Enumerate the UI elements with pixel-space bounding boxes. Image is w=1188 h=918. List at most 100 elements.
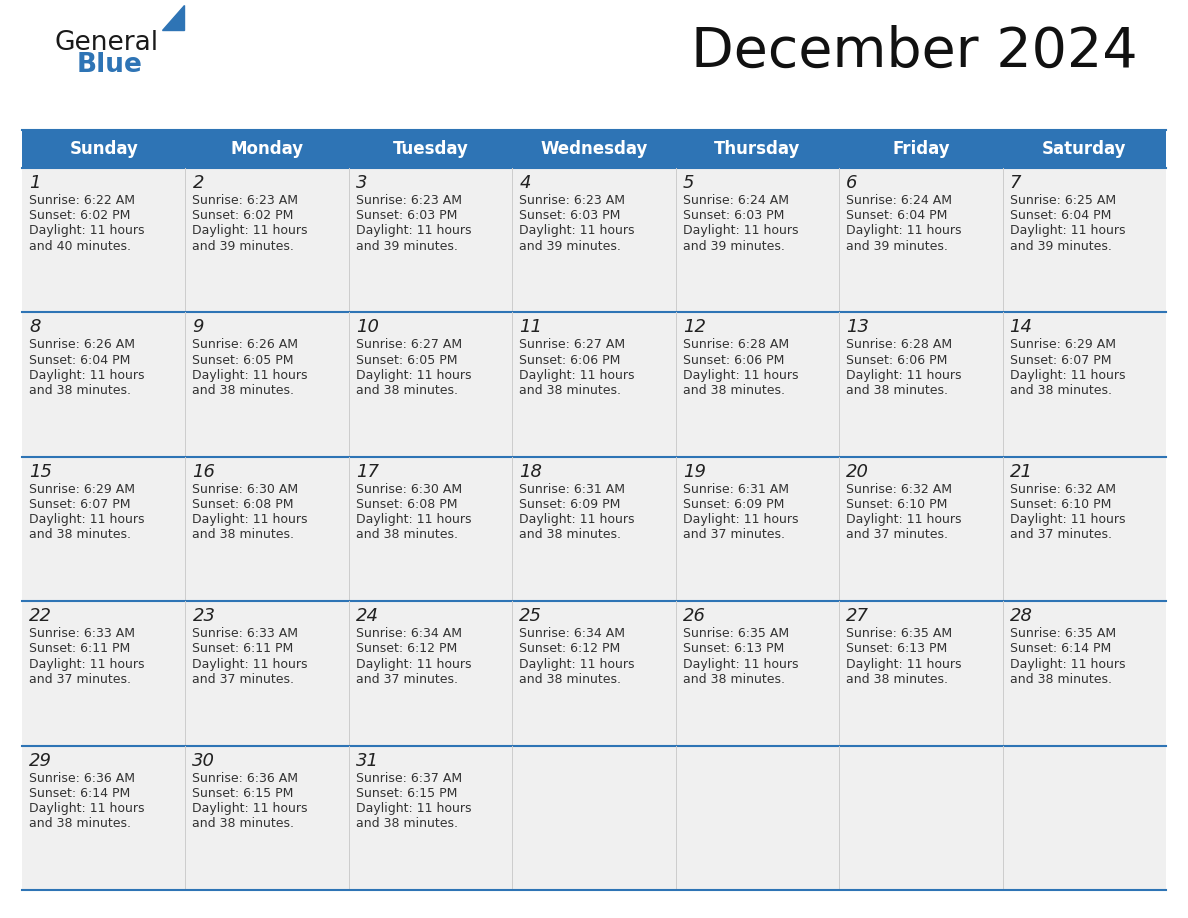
Text: Daylight: 11 hours: Daylight: 11 hours bbox=[356, 802, 472, 815]
Text: 28: 28 bbox=[1010, 607, 1032, 625]
Text: Monday: Monday bbox=[230, 140, 304, 158]
Text: Daylight: 11 hours: Daylight: 11 hours bbox=[192, 657, 308, 671]
Text: Daylight: 11 hours: Daylight: 11 hours bbox=[846, 224, 961, 238]
Text: and 38 minutes.: and 38 minutes. bbox=[519, 384, 621, 397]
Text: Sunset: 6:07 PM: Sunset: 6:07 PM bbox=[29, 498, 131, 511]
Text: Sunset: 6:08 PM: Sunset: 6:08 PM bbox=[192, 498, 293, 511]
Text: and 39 minutes.: and 39 minutes. bbox=[683, 240, 784, 252]
Text: Blue: Blue bbox=[77, 52, 143, 78]
Text: Sunset: 6:09 PM: Sunset: 6:09 PM bbox=[683, 498, 784, 511]
Text: and 38 minutes.: and 38 minutes. bbox=[683, 673, 785, 686]
Text: 6: 6 bbox=[846, 174, 858, 192]
Text: 25: 25 bbox=[519, 607, 542, 625]
Text: Daylight: 11 hours: Daylight: 11 hours bbox=[683, 224, 798, 238]
Text: Wednesday: Wednesday bbox=[541, 140, 647, 158]
Text: Sunset: 6:02 PM: Sunset: 6:02 PM bbox=[29, 209, 131, 222]
Text: Sunrise: 6:23 AM: Sunrise: 6:23 AM bbox=[519, 194, 625, 207]
Text: Daylight: 11 hours: Daylight: 11 hours bbox=[519, 513, 634, 526]
Text: Sunset: 6:02 PM: Sunset: 6:02 PM bbox=[192, 209, 293, 222]
Text: 22: 22 bbox=[29, 607, 52, 625]
Text: and 38 minutes.: and 38 minutes. bbox=[29, 817, 131, 830]
Text: Saturday: Saturday bbox=[1042, 140, 1126, 158]
Text: 15: 15 bbox=[29, 463, 52, 481]
Text: Sunrise: 6:37 AM: Sunrise: 6:37 AM bbox=[356, 772, 462, 785]
Text: Sunrise: 6:26 AM: Sunrise: 6:26 AM bbox=[29, 339, 135, 352]
Text: Daylight: 11 hours: Daylight: 11 hours bbox=[29, 657, 145, 671]
Text: 12: 12 bbox=[683, 319, 706, 336]
Text: 20: 20 bbox=[846, 463, 870, 481]
Text: December 2024: December 2024 bbox=[691, 25, 1138, 79]
Text: Daylight: 11 hours: Daylight: 11 hours bbox=[356, 224, 472, 238]
Text: Daylight: 11 hours: Daylight: 11 hours bbox=[519, 224, 634, 238]
Text: Sunrise: 6:31 AM: Sunrise: 6:31 AM bbox=[519, 483, 625, 496]
Text: 10: 10 bbox=[356, 319, 379, 336]
Text: Sunrise: 6:30 AM: Sunrise: 6:30 AM bbox=[356, 483, 462, 496]
Text: 18: 18 bbox=[519, 463, 542, 481]
Text: Daylight: 11 hours: Daylight: 11 hours bbox=[846, 513, 961, 526]
Text: 17: 17 bbox=[356, 463, 379, 481]
Text: Sunrise: 6:28 AM: Sunrise: 6:28 AM bbox=[683, 339, 789, 352]
Text: Sunset: 6:04 PM: Sunset: 6:04 PM bbox=[1010, 209, 1111, 222]
Text: Sunset: 6:08 PM: Sunset: 6:08 PM bbox=[356, 498, 457, 511]
Text: 16: 16 bbox=[192, 463, 215, 481]
Text: Sunrise: 6:35 AM: Sunrise: 6:35 AM bbox=[1010, 627, 1116, 640]
Polygon shape bbox=[162, 5, 184, 30]
Text: Sunset: 6:09 PM: Sunset: 6:09 PM bbox=[519, 498, 620, 511]
Text: 1: 1 bbox=[29, 174, 40, 192]
Text: and 39 minutes.: and 39 minutes. bbox=[356, 240, 457, 252]
Text: and 38 minutes.: and 38 minutes. bbox=[356, 817, 457, 830]
Bar bbox=[23, 745, 1165, 890]
Text: Sunset: 6:06 PM: Sunset: 6:06 PM bbox=[683, 353, 784, 366]
Text: Daylight: 11 hours: Daylight: 11 hours bbox=[356, 513, 472, 526]
Text: 29: 29 bbox=[29, 752, 52, 769]
Text: and 37 minutes.: and 37 minutes. bbox=[1010, 529, 1112, 542]
Text: and 38 minutes.: and 38 minutes. bbox=[356, 529, 457, 542]
Text: Sunrise: 6:30 AM: Sunrise: 6:30 AM bbox=[192, 483, 298, 496]
Text: and 37 minutes.: and 37 minutes. bbox=[846, 529, 948, 542]
Text: and 37 minutes.: and 37 minutes. bbox=[192, 673, 295, 686]
Text: Sunset: 6:13 PM: Sunset: 6:13 PM bbox=[683, 643, 784, 655]
Text: Sunset: 6:04 PM: Sunset: 6:04 PM bbox=[29, 353, 131, 366]
Text: and 37 minutes.: and 37 minutes. bbox=[29, 673, 131, 686]
Text: and 38 minutes.: and 38 minutes. bbox=[192, 817, 295, 830]
Text: Sunset: 6:10 PM: Sunset: 6:10 PM bbox=[1010, 498, 1111, 511]
Text: 7: 7 bbox=[1010, 174, 1020, 192]
Text: General: General bbox=[55, 30, 159, 56]
Text: Sunset: 6:13 PM: Sunset: 6:13 PM bbox=[846, 643, 947, 655]
Text: Tuesday: Tuesday bbox=[392, 140, 468, 158]
Text: Daylight: 11 hours: Daylight: 11 hours bbox=[356, 369, 472, 382]
Text: Sunset: 6:05 PM: Sunset: 6:05 PM bbox=[192, 353, 293, 366]
Text: Sunrise: 6:23 AM: Sunrise: 6:23 AM bbox=[356, 194, 462, 207]
Text: Sunrise: 6:34 AM: Sunrise: 6:34 AM bbox=[356, 627, 462, 640]
Text: and 38 minutes.: and 38 minutes. bbox=[192, 384, 295, 397]
Text: Daylight: 11 hours: Daylight: 11 hours bbox=[519, 369, 634, 382]
Text: Sunrise: 6:22 AM: Sunrise: 6:22 AM bbox=[29, 194, 135, 207]
Text: and 38 minutes.: and 38 minutes. bbox=[683, 384, 785, 397]
Bar bbox=[23, 601, 1165, 745]
Text: Sunset: 6:03 PM: Sunset: 6:03 PM bbox=[356, 209, 457, 222]
Text: and 38 minutes.: and 38 minutes. bbox=[1010, 384, 1112, 397]
Text: 30: 30 bbox=[192, 752, 215, 769]
Text: and 39 minutes.: and 39 minutes. bbox=[192, 240, 295, 252]
Text: Daylight: 11 hours: Daylight: 11 hours bbox=[1010, 369, 1125, 382]
Text: Daylight: 11 hours: Daylight: 11 hours bbox=[846, 657, 961, 671]
Text: and 38 minutes.: and 38 minutes. bbox=[356, 384, 457, 397]
Text: Daylight: 11 hours: Daylight: 11 hours bbox=[356, 657, 472, 671]
Text: and 37 minutes.: and 37 minutes. bbox=[356, 673, 457, 686]
Text: Sunrise: 6:33 AM: Sunrise: 6:33 AM bbox=[192, 627, 298, 640]
Text: Sunrise: 6:32 AM: Sunrise: 6:32 AM bbox=[846, 483, 952, 496]
Text: and 38 minutes.: and 38 minutes. bbox=[519, 529, 621, 542]
Text: Daylight: 11 hours: Daylight: 11 hours bbox=[1010, 224, 1125, 238]
Text: Daylight: 11 hours: Daylight: 11 hours bbox=[683, 513, 798, 526]
Text: Daylight: 11 hours: Daylight: 11 hours bbox=[29, 369, 145, 382]
Text: and 38 minutes.: and 38 minutes. bbox=[519, 673, 621, 686]
Text: Sunrise: 6:25 AM: Sunrise: 6:25 AM bbox=[1010, 194, 1116, 207]
Text: Daylight: 11 hours: Daylight: 11 hours bbox=[519, 657, 634, 671]
Text: and 40 minutes.: and 40 minutes. bbox=[29, 240, 131, 252]
Text: Sunrise: 6:28 AM: Sunrise: 6:28 AM bbox=[846, 339, 953, 352]
Text: Sunset: 6:07 PM: Sunset: 6:07 PM bbox=[1010, 353, 1111, 366]
Text: 24: 24 bbox=[356, 607, 379, 625]
Text: 11: 11 bbox=[519, 319, 542, 336]
Text: Sunrise: 6:27 AM: Sunrise: 6:27 AM bbox=[356, 339, 462, 352]
Text: Sunset: 6:10 PM: Sunset: 6:10 PM bbox=[846, 498, 948, 511]
